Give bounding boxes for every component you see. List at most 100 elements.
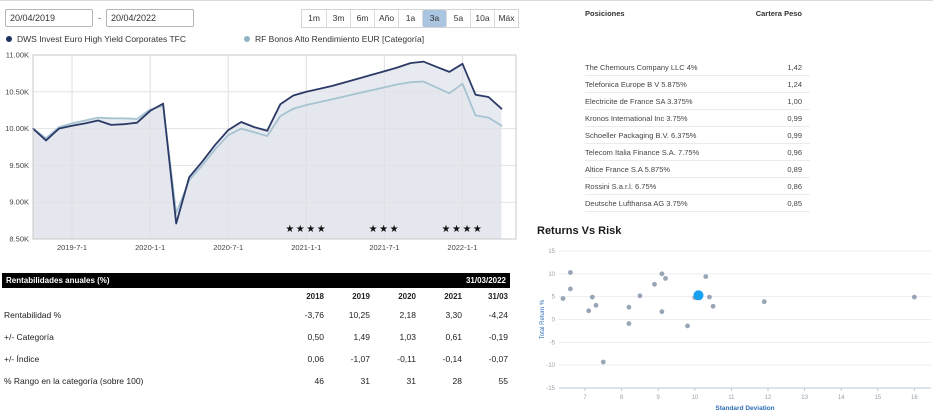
period-button-año[interactable]: Año — [374, 9, 398, 27]
table-row: +/- Índice 0,06 -1,07 -0,11 -0,14 -0,07 — [2, 348, 510, 370]
x-tick-label: 13 — [801, 395, 808, 401]
position-weight: 1,00 — [787, 96, 802, 106]
x-tick-label: 2021-1-1 — [291, 243, 321, 252]
scatter-point — [600, 359, 606, 365]
period-button-1a[interactable]: 1a — [398, 9, 422, 27]
row-value: 10,25 — [348, 310, 370, 320]
row-value: -0,14 — [442, 354, 462, 364]
row-label: +/- Índice — [4, 354, 40, 364]
position-weight: 0,89 — [787, 164, 802, 174]
scatter-point — [659, 271, 665, 277]
scatter-point — [659, 309, 665, 315]
row-value: -0,11 — [397, 354, 416, 364]
date-range-separator: - — [98, 13, 101, 23]
period-button-1m[interactable]: 1m — [302, 9, 326, 27]
x-tick-label: 9 — [657, 395, 661, 401]
table-row: % Rango en la categoría (sobre 100) 46 31 3… — [2, 370, 510, 392]
x-tick-label: 8 — [620, 395, 624, 401]
date-from-input[interactable] — [5, 9, 93, 27]
row-value: 0,50 — [307, 332, 324, 342]
positions-title: Posiciones — [585, 9, 625, 18]
y-tick-label: 0 — [552, 318, 556, 324]
scatter-point — [707, 294, 712, 300]
position-weight: 0,99 — [787, 113, 802, 123]
y-tick-label: -5 — [550, 340, 556, 346]
position-weight: 0,96 — [787, 147, 802, 157]
star-rating: ★★★ — [369, 224, 400, 235]
position-row: Telecom Italia Finance S.A. 7.75% 0,96 — [585, 144, 810, 161]
year-column-header: 2018 — [306, 291, 324, 301]
year-column-header: 2021 — [444, 291, 462, 301]
series-line — [32, 80, 503, 215]
star-rating: ★★★★ — [442, 224, 484, 235]
position-name: Kronos International Inc 3.75% — [585, 113, 688, 123]
y-tick-label: 10.00K — [5, 124, 29, 133]
position-row: Altice France S.A 5.875% 0,89 — [585, 161, 810, 178]
x-tick-label: 2020-7-1 — [213, 243, 243, 252]
scatter-point — [637, 293, 643, 299]
table-row: Rentabilidad % -3,76 10,25 2,18 3,30 -4,24 — [2, 304, 510, 326]
row-value: -0,19 — [488, 332, 508, 342]
position-weight: 0,86 — [787, 181, 802, 191]
position-weight: 1,42 — [787, 62, 802, 72]
scatter-point — [560, 296, 566, 301]
position-name: Schoeller Packaging B.V. 6.375% — [585, 130, 697, 140]
annual-returns-header-bar: Rentabilidades anuales (%) 31/03/2022 — [2, 273, 510, 288]
returns-vs-risk-chart[interactable]: 7 8 9 10 11 12 13 14 15 16 15 10 5 0 -5 -10 -15 Standard … — [537, 241, 933, 418]
x-tick-label: 2019-7-1 — [57, 243, 87, 252]
period-button-máx[interactable]: Máx — [494, 9, 518, 27]
date-to-input[interactable] — [106, 9, 194, 27]
scatter-point — [652, 281, 657, 287]
row-value: 3,30 — [445, 310, 462, 320]
row-value: 0,06 — [307, 354, 324, 364]
legend-item-0[interactable]: DWS Invest Euro High Yield Corporates TF… — [6, 34, 186, 44]
x-tick-label: 2020-1-1 — [135, 243, 165, 252]
year-column-header: 2020 — [398, 291, 416, 301]
y-tick-label: 11.00K — [6, 51, 29, 60]
star-rating: ★★★★ — [285, 224, 327, 235]
scatter-point — [586, 308, 592, 314]
annual-returns-asof: 31/03/2022 — [465, 276, 506, 285]
y-tick-label: 10.50K — [5, 87, 29, 96]
position-name: Deutsche Lufthansa AG 3.75% — [585, 198, 688, 208]
x-axis-title: Standard Deviation — [715, 405, 774, 412]
y-tick-label: 9.00K — [9, 198, 29, 207]
scatter-point — [710, 303, 716, 309]
period-button-10a[interactable]: 10a — [470, 9, 494, 27]
position-name: Altice France S.A 5.875% — [585, 164, 671, 174]
scatter-point — [663, 276, 668, 281]
positions-header: Posiciones Cartera Peso — [585, 9, 810, 18]
x-tick-label: 16 — [911, 395, 918, 401]
period-button-5a[interactable]: 5a — [446, 9, 470, 27]
series-line — [32, 60, 503, 225]
positions-rows: The Chemours Company LLC 4% 1,42 Telefonic… — [585, 59, 810, 212]
y-tick-label: 15 — [548, 249, 555, 255]
period-button-3a[interactable]: 3a — [422, 9, 446, 27]
position-name: The Chemours Company LLC 4% — [585, 62, 698, 72]
row-label: +/- Categoría — [4, 332, 54, 342]
legend-item-1[interactable]: RF Bonos Alto Rendimiento EUR [Categoría… — [243, 34, 424, 44]
position-name: Electricite de France SA 3.375% — [585, 96, 693, 106]
period-button-6m[interactable]: 6m — [350, 9, 374, 27]
annual-returns-body: Rentabilidad % -3,76 10,25 2,18 3,30 -4,24 +/-… — [2, 304, 510, 392]
row-value: -0,07 — [488, 354, 508, 364]
row-label: Rentabilidad % — [4, 310, 62, 320]
position-name: Rossini S.a.r.l. 6.75% — [585, 181, 657, 191]
row-value: 0,61 — [445, 332, 462, 342]
table-row: +/- Categoría 0,50 1,49 1,03 0,61 -0,19 — [2, 326, 510, 348]
y-tick-label: -10 — [546, 363, 555, 369]
annual-returns-column-headers: 2018 2019 2020 2021 31/03 — [2, 288, 510, 304]
growth-chart[interactable]: 8.50K 9.00K 9.50K 10.00K 10.50K 11.00K 2019-7-… — [0, 47, 520, 253]
highlighted-fund-point — [693, 290, 704, 301]
position-row: Telefonica Europe B V 5.875% 1,24 — [585, 76, 810, 93]
position-row: Kronos International Inc 3.75% 0,99 — [585, 110, 810, 127]
position-name: Telecom Italia Finance S.A. 7.75% — [585, 147, 700, 157]
row-value: -1,07 — [350, 354, 370, 364]
position-weight: 0,99 — [787, 130, 802, 140]
scatter-point — [626, 321, 632, 326]
scatter-point — [626, 304, 632, 310]
position-row: Schoeller Packaging B.V. 6.375% 0,99 — [585, 127, 810, 144]
period-button-3m[interactable]: 3m — [326, 9, 350, 27]
